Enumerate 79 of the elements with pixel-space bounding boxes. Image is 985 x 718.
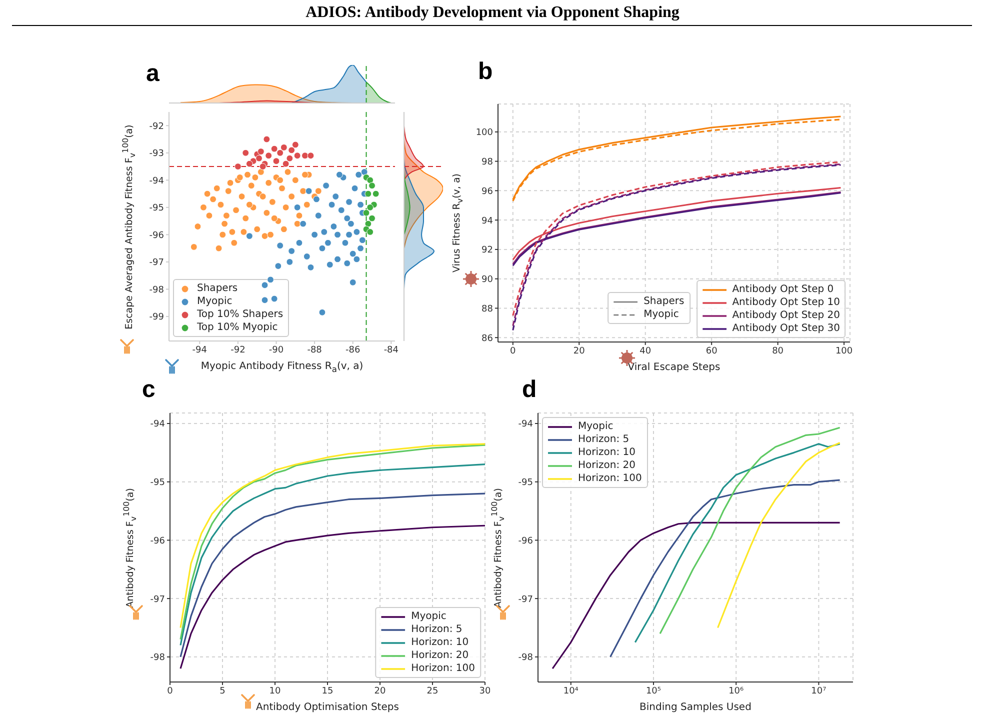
legend-label: Horizon: 5 xyxy=(411,623,462,636)
y-tick-label: -94 xyxy=(149,176,164,186)
x-tick-label: 0 xyxy=(510,346,516,356)
y-tick-label: 88 xyxy=(482,304,494,314)
y-tick-label: 94 xyxy=(482,216,494,226)
x-axis-title: Myopic Antibody Fitness R$_{a}$(v, a) xyxy=(200,361,364,374)
text: ADIOS: Antibody Development via Opponent Shaping xyxy=(304,4,680,22)
x-tick-label: 10⁷ xyxy=(811,686,827,696)
x-tick-label: 25 xyxy=(426,686,438,696)
legend-label: Shapers xyxy=(197,282,238,295)
y-tick-label: 96 xyxy=(482,186,494,197)
x-tick-label: 10⁵ xyxy=(646,686,662,696)
legend-label: Horizon: 100 xyxy=(578,472,642,485)
x-tick-label: 80 xyxy=(772,346,784,356)
legend-label: Myopic xyxy=(197,295,232,308)
y-tick-label: -96 xyxy=(150,536,166,546)
x-tick-label: -88 xyxy=(307,345,322,356)
x-tick-label: 40 xyxy=(640,346,652,356)
legend-label: Antibody Opt Step 30 xyxy=(732,322,840,335)
chart-title: b xyxy=(478,58,493,86)
y-tick-label: -97 xyxy=(149,258,164,268)
x-tick-label: 5 xyxy=(220,686,226,696)
x-tick-label: 30 xyxy=(479,686,491,696)
y-tick-label: -92 xyxy=(149,122,164,132)
x-tick-label: -86 xyxy=(346,345,360,356)
x-tick-label: 10⁶ xyxy=(728,686,744,696)
y-tick-label: 90 xyxy=(482,275,494,286)
legend-label: Antibody Opt Step 0 xyxy=(732,283,834,296)
y-tick-label: 98 xyxy=(482,157,494,168)
y-tick-label: -94 xyxy=(518,420,534,430)
y-tick-label: -98 xyxy=(149,285,164,296)
y-tick-label: -93 xyxy=(149,149,164,160)
legend-label: Horizon: 20 xyxy=(578,459,636,472)
legend-label: Antibody Opt Step 10 xyxy=(732,296,840,309)
legend-label: Horizon: 10 xyxy=(578,446,636,459)
y-tick-label: -95 xyxy=(150,478,165,488)
y-tick-label: 100 xyxy=(476,128,494,138)
x-tick-label: 10⁴ xyxy=(563,686,579,696)
x-tick-label: 10 xyxy=(269,686,281,696)
y-tick-label: 86 xyxy=(482,334,494,344)
y-tick-label: -96 xyxy=(518,536,534,546)
annotation: Shapers xyxy=(644,295,684,308)
x-axis-title: Antibody Optimisation Steps xyxy=(255,702,400,713)
y-tick-label: 92 xyxy=(482,246,493,256)
x-tick-label: -92 xyxy=(230,345,246,356)
y-tick-label: -97 xyxy=(150,594,165,605)
x-axis-title: Binding Samples Used xyxy=(638,702,752,713)
legend-label: Horizon: 100 xyxy=(411,662,475,675)
x-tick-label: -94 xyxy=(192,345,208,356)
y-tick-label: -95 xyxy=(518,478,533,488)
chart-title: c xyxy=(142,376,156,404)
x-tick-label: -84 xyxy=(384,345,399,356)
chart-title: d xyxy=(522,376,537,404)
x-tick-label: 15 xyxy=(322,686,334,696)
y-tick-label: -98 xyxy=(518,653,534,664)
y-tick-label: -97 xyxy=(518,594,533,605)
x-tick-label: 20 xyxy=(573,346,586,356)
x-tick-label: 100 xyxy=(835,346,853,356)
legend-label: Myopic xyxy=(578,420,614,433)
legend-label: Horizon: 5 xyxy=(578,433,630,446)
legend-label: Myopic xyxy=(411,610,446,623)
legend-label: Top 10% Myopic xyxy=(197,321,278,334)
annotation: Myopic xyxy=(644,308,679,321)
y-tick-label: -95 xyxy=(149,204,164,214)
style-key: Shapers Myopic xyxy=(608,292,690,324)
x-tick-label: 0 xyxy=(167,686,174,696)
y-tick-label: -99 xyxy=(149,312,164,323)
legend-label: Antibody Opt Step 20 xyxy=(732,309,840,322)
y-tick-label: -96 xyxy=(149,230,164,241)
legend-label: Top 10% Shapers xyxy=(197,308,284,321)
y-tick-label: -94 xyxy=(150,420,166,430)
x-tick-label: 60 xyxy=(706,346,718,356)
y-tick-label: -98 xyxy=(150,653,166,664)
legend-label: Horizon: 20 xyxy=(411,649,469,662)
x-axis-title: Viral Escape Steps xyxy=(626,362,722,373)
x-tick-label: 20 xyxy=(374,686,386,696)
x-tick-label: -90 xyxy=(268,345,284,356)
legend-label: Horizon: 10 xyxy=(411,636,469,649)
chart-title: a xyxy=(146,60,160,88)
